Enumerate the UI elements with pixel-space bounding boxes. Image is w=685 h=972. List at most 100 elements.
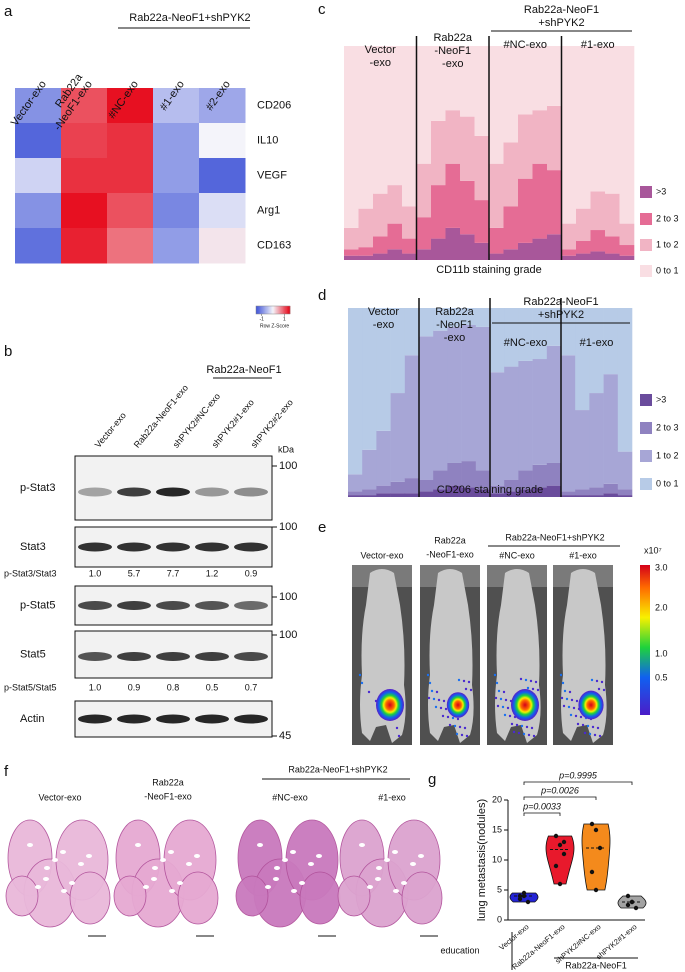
legend-label: >3	[656, 186, 666, 196]
bar-segment	[433, 489, 448, 497]
lane-header: Rab22a-NeoF1	[206, 364, 281, 376]
bar-segment	[402, 253, 417, 260]
signal-speck	[467, 680, 471, 684]
signal-speck	[506, 706, 510, 710]
group-label: -NeoF1	[436, 319, 473, 331]
significance-bracket	[523, 781, 633, 785]
legend-label: 2 to 3	[656, 213, 679, 223]
airway	[273, 877, 279, 881]
blot-band	[195, 714, 229, 724]
bar-segment	[547, 105, 562, 171]
bar-segment	[460, 116, 475, 181]
color-key-swatch	[265, 306, 267, 314]
signal-speck	[497, 689, 501, 693]
bar-segment	[617, 495, 633, 497]
signal-speck	[598, 734, 602, 738]
heatmap-cell	[15, 193, 62, 229]
bar-segment	[576, 253, 591, 260]
data-point	[593, 827, 599, 833]
bar-segment	[362, 495, 377, 497]
data-point	[561, 851, 567, 857]
row-label: CD163	[257, 239, 291, 251]
data-point	[561, 839, 567, 845]
blot-band	[195, 652, 229, 661]
marker-label: 100	[279, 591, 297, 603]
blot-band	[195, 542, 229, 552]
bar-segment	[461, 308, 477, 326]
signal-speck	[455, 732, 459, 736]
image-label: Vector-exo	[38, 792, 81, 802]
marker-label: 45	[279, 730, 291, 742]
color-key-swatch	[274, 306, 276, 314]
color-key-swatch	[288, 306, 291, 314]
signal-speck	[457, 678, 461, 682]
legend-swatch	[640, 265, 652, 277]
color-scale-tick: 1.0	[655, 648, 668, 658]
signal-speck	[596, 726, 600, 730]
heatmap-cell	[15, 88, 62, 124]
row-label: Arg1	[257, 204, 280, 216]
bar-segment	[547, 46, 562, 106]
blot-band	[117, 652, 151, 661]
ratio-value: 1.0	[89, 682, 102, 692]
bar-segment	[590, 251, 606, 260]
bar-segment	[532, 487, 548, 497]
x-axis-label: CD206 staining grade	[437, 484, 543, 496]
signal-speck	[576, 722, 580, 726]
bar-segment	[547, 170, 562, 235]
bar-segment	[532, 46, 548, 111]
row-label: CD206	[257, 99, 291, 111]
bar-segment	[532, 110, 548, 164]
legend-swatch	[640, 186, 652, 198]
color-key-swatch	[284, 306, 286, 314]
heatmap-cell	[153, 88, 200, 124]
bar-segment	[546, 345, 562, 463]
data-point	[625, 902, 631, 908]
bar-segment	[546, 462, 562, 486]
signal-speck	[504, 698, 508, 702]
signal-speck	[581, 723, 585, 727]
bar-segment	[445, 163, 461, 228]
signal-speck	[520, 724, 524, 728]
signal-speck	[515, 723, 519, 727]
bar-segment	[390, 493, 406, 497]
color-key-swatch	[285, 306, 287, 314]
image-label: Rab22a	[152, 777, 184, 787]
blot-band	[78, 542, 112, 552]
airway	[44, 866, 50, 870]
signal-speck	[441, 714, 445, 718]
bar-segment	[590, 46, 606, 192]
group-label: Vector	[368, 306, 400, 318]
airway	[69, 881, 75, 885]
signal-speck	[499, 697, 503, 701]
lane-label: Vector-exo	[93, 410, 128, 449]
bar-segment	[447, 462, 462, 486]
blot-row-label: p-Stat3	[20, 482, 55, 494]
airway	[135, 843, 141, 847]
y-tick-label: 5	[497, 884, 502, 894]
signal-speck	[501, 705, 505, 709]
signal-speck	[530, 726, 534, 730]
airway	[168, 850, 174, 854]
bar-segment	[489, 227, 504, 254]
blot-band	[156, 601, 190, 610]
panel-letter: f	[4, 763, 9, 780]
legend-swatch	[640, 394, 652, 406]
signal-speck	[496, 704, 500, 708]
bar-segment	[362, 489, 377, 496]
bar-segment	[390, 481, 406, 494]
signal-speck	[432, 697, 436, 701]
airway	[290, 850, 296, 854]
signal-speck	[442, 699, 446, 703]
bar-segment	[518, 242, 533, 260]
x-tick-label: Vector-exo	[497, 922, 530, 952]
airway	[61, 889, 67, 893]
bar-segment	[402, 206, 417, 239]
airway	[418, 854, 424, 858]
panel-letter: b	[4, 343, 12, 360]
legend-swatch	[640, 450, 652, 462]
bar-segment	[344, 227, 359, 250]
color-key-swatch	[261, 306, 264, 314]
bar-segment	[475, 470, 491, 490]
bar-segment	[490, 372, 505, 486]
